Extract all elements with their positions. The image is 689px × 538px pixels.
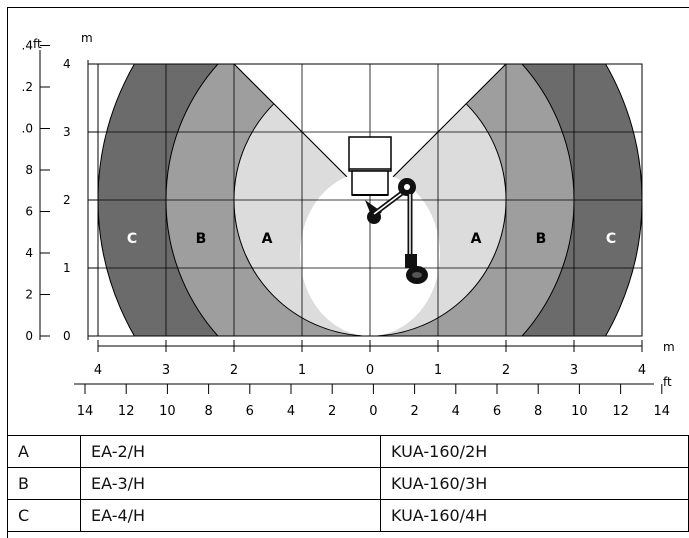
diagram-frame [7, 7, 689, 538]
ea-model: EA-4/H [80, 499, 381, 532]
bottom-ft-tick-label: 2 [328, 404, 336, 419]
left-ft-tick-label: 6 [25, 205, 33, 219]
bottom-ft-tick-label: 0 [369, 404, 377, 419]
left-ft-tick-label: .4 [22, 39, 33, 53]
left-m-tick-label: 3 [63, 125, 71, 139]
bottom-ft-tick-label: 12 [118, 404, 135, 419]
m-unit-label-left: m [81, 31, 93, 45]
zone-code: B [7, 467, 81, 500]
left-axes: ft m 4 3 2 1 0 .4 .2 .0 8 6 4 2 0 [22, 31, 98, 343]
zone-label: C [127, 231, 137, 247]
kua-model: KUA-160/4H [380, 499, 689, 532]
bottom-m-tick-label: 3 [162, 363, 170, 378]
ft-unit-label-bottom: ft [663, 375, 672, 389]
left-ft-tick-label: 4 [25, 246, 33, 260]
left-m-tick-label: 2 [63, 193, 71, 207]
model-legend-table: A EA-2/H KUA-160/2H B EA-3/H KUA-160/3H … [7, 435, 689, 532]
bottom-m-tick-label: 3 [570, 363, 578, 378]
zone-label: A [262, 231, 273, 247]
left-m-tick-label: 4 [63, 57, 71, 71]
m-unit-label-bottom: m [663, 340, 675, 354]
kua-model: KUA-160/2H [380, 435, 689, 468]
bottom-m-tick-label: 4 [94, 363, 102, 378]
table-row: A EA-2/H KUA-160/2H [7, 435, 689, 468]
bottom-ft-tick-label: 4 [287, 404, 295, 419]
zone-label: A [471, 231, 482, 247]
left-ft-tick-label: .2 [22, 80, 33, 94]
bottom-ft-tick-label: 8 [204, 404, 212, 419]
left-ft-tick-label: .0 [22, 122, 33, 136]
zone-label: C [606, 231, 616, 247]
bottom-m-tick-label: 0 [366, 363, 374, 378]
left-ft-tick-label: 8 [25, 163, 33, 177]
bottom-ft-tick-label: 6 [493, 404, 501, 419]
table-row: B EA-3/H KUA-160/3H [7, 467, 689, 500]
kua-model: KUA-160/3H [380, 467, 689, 500]
bottom-m-tick-label: 4 [638, 363, 646, 378]
left-m-tick-label: 1 [63, 261, 71, 275]
bottom-m-tick-label: 2 [502, 363, 510, 378]
bottom-ft-tick-label: 10 [159, 404, 176, 419]
table-row: C EA-4/H KUA-160/4H [7, 499, 689, 532]
ea-model: EA-2/H [80, 435, 381, 468]
extraction-arm-illustration [348, 136, 428, 284]
zone-code: A [7, 435, 81, 468]
bottom-ft-tick-label: 10 [571, 404, 588, 419]
bottom-m-tick-label: 1 [434, 363, 442, 378]
bottom-ft-tick-label: 12 [612, 404, 629, 419]
left-ft-tick-label: 2 [25, 288, 33, 302]
bottom-ft-tick-label: 4 [452, 404, 460, 419]
zone-label: B [196, 231, 207, 247]
bottom-ft-tick-label: 14 [654, 404, 671, 419]
zone-label: B [536, 231, 547, 247]
bottom-ft-tick-label: 14 [77, 404, 94, 419]
bottom-ft-tick-label: 8 [534, 404, 542, 419]
bottom-ft-tick-label: 2 [410, 404, 418, 419]
ea-model: EA-3/H [80, 467, 381, 500]
ft-unit-label-left: ft [33, 37, 42, 51]
zone-code: C [7, 499, 81, 532]
bottom-m-tick-label: 2 [230, 363, 238, 378]
bottom-ft-tick-label: 6 [246, 404, 254, 419]
bottom-m-tick-label: 1 [298, 363, 306, 378]
left-ft-tick-label: 0 [25, 329, 33, 343]
left-m-tick-label: 0 [63, 329, 71, 343]
